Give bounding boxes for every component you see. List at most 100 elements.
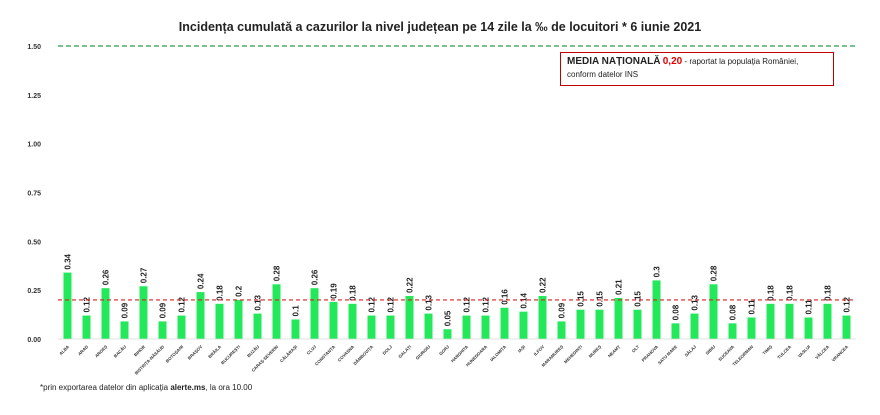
bar (291, 319, 300, 339)
bar-value-label: 0.08 (729, 304, 738, 320)
bar-value-label: 0.34 (64, 253, 73, 269)
footnote-prefix: *prin exportarea datelor din aplicația (40, 383, 171, 392)
bar-value-label: 0.18 (824, 285, 833, 301)
category-label: VRANCEA (831, 344, 850, 363)
bar-value-label: 0.24 (197, 273, 206, 289)
footnote-suffix: , la ora 10.00 (205, 383, 253, 392)
bar (424, 313, 433, 339)
bar (576, 309, 585, 339)
bar-value-label: 0.12 (482, 296, 491, 312)
bar (747, 317, 756, 339)
category-label: NEAMȚ (607, 344, 622, 359)
bar-value-label: 0.12 (387, 296, 396, 312)
bar (234, 299, 243, 339)
bar-value-label: 0.15 (634, 291, 643, 307)
category-label: SATU MARE (657, 344, 678, 365)
y-tick-label: 1.00 (27, 142, 41, 149)
bar (310, 288, 319, 339)
y-tick-label: 0.00 (27, 337, 41, 344)
bar-value-label: 0.13 (691, 294, 700, 310)
bar-value-label: 0.05 (444, 310, 453, 326)
bar (329, 301, 338, 339)
category-label: ALBA (58, 344, 70, 356)
bar (766, 303, 775, 339)
bar (405, 296, 414, 339)
bar (481, 315, 490, 339)
bar (63, 272, 72, 339)
category-label: PRAHOVA (641, 344, 660, 363)
bar-value-label: 0.26 (102, 269, 111, 285)
category-label: OLT (631, 344, 641, 354)
y-tick-label: 1.25 (27, 93, 41, 100)
bar (462, 315, 471, 339)
bar (709, 284, 718, 339)
bar (614, 297, 623, 339)
bar-value-label: 0.28 (710, 265, 719, 281)
bar (177, 315, 186, 339)
legend-text-line1: - raportat la populația României, (684, 57, 799, 66)
category-label: TIMIȘ (762, 344, 774, 356)
category-label: BUZĂU (246, 344, 260, 358)
category-label: MEHEDINȚI (563, 344, 583, 364)
category-label: TULCEA (776, 344, 792, 360)
bar-value-label: 0.28 (273, 265, 282, 281)
bar-value-label: 0.12 (463, 296, 472, 312)
bar-value-label: 0.2 (235, 285, 244, 297)
y-tick-label: 0.50 (27, 239, 41, 246)
legend-value: 0,20 (662, 56, 683, 67)
bar (120, 321, 129, 339)
bar-value-label: 0.1 (292, 305, 301, 317)
bar-value-label: 0.11 (805, 299, 814, 315)
category-label: VASLUI (797, 344, 811, 358)
bar-value-label: 0.12 (83, 296, 92, 312)
bar-value-label: 0.26 (311, 269, 320, 285)
category-label: BIHOR (133, 344, 147, 358)
legend-text-line2: conform datelor INS (567, 70, 639, 79)
bar-value-label: 0.12 (368, 296, 377, 312)
category-label: IAȘI (517, 344, 526, 353)
bar-value-label: 0.13 (425, 294, 434, 310)
category-label: BRAȘOV (187, 344, 204, 361)
footnote-source: alerte.ms (170, 383, 206, 392)
bar (443, 329, 452, 339)
bar (101, 288, 110, 339)
bar (215, 303, 224, 339)
legend-label: MEDIA NAȚIONALĂ (567, 56, 661, 67)
bar-value-label: 0.22 (406, 277, 415, 293)
category-label: ARAD (77, 344, 89, 356)
bar-value-label: 0.14 (520, 293, 529, 309)
bar (557, 321, 566, 339)
category-label: IALOMIȚA (489, 344, 507, 362)
y-tick-label: 0.25 (27, 288, 41, 295)
category-label: BOTOȘANI (165, 344, 185, 364)
bar (253, 313, 262, 339)
bar-value-label: 0.15 (596, 291, 605, 307)
bar-value-label: 0.27 (140, 267, 149, 283)
category-label: SUCEAVA (717, 344, 735, 362)
bar-value-label: 0.18 (349, 285, 358, 301)
bar-value-label: 0.09 (121, 302, 130, 318)
bar (139, 286, 148, 339)
category-label: VÂLCEA (814, 344, 830, 360)
bar-value-label: 0.08 (672, 304, 681, 320)
bar (367, 315, 376, 339)
bar (196, 292, 205, 339)
category-label: CONSTANȚA (314, 344, 336, 366)
category-label: ILFOV (533, 344, 546, 357)
bar (595, 309, 604, 339)
bar-value-label: 0.18 (786, 285, 795, 301)
y-tick-label: 0.75 (27, 191, 41, 198)
bar (519, 311, 528, 339)
category-label: COVASNA (337, 344, 356, 363)
category-label: HARGHITA (450, 344, 469, 363)
chart-title: Incidența cumulată a cazurilor la nivel … (178, 20, 702, 34)
category-label: DÂMBOVIȚA (352, 344, 374, 366)
bar (272, 284, 281, 339)
category-label: MUREȘ (588, 344, 603, 359)
bar-value-label: 0.19 (330, 283, 339, 299)
bar-value-label: 0.12 (843, 296, 852, 312)
y-tick-label: 1.50 (27, 44, 41, 51)
bar-value-label: 0.3 (653, 266, 662, 278)
category-label: BRĂILA (207, 344, 222, 359)
